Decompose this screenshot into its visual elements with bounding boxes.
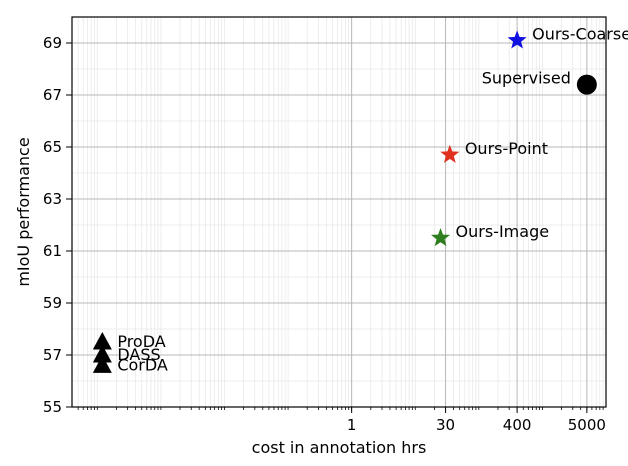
x-tick-label: 400 (503, 416, 532, 434)
minor-grid (72, 17, 606, 407)
supervised-label: Supervised (482, 69, 571, 88)
data-points: Ours-Coarse Supervised Ours-Point Ours-Imag… (92, 24, 628, 374)
x-tick-label: 1 (347, 416, 357, 434)
proda-marker (92, 332, 112, 350)
axis-ticks: 1 30 400 5000 55 57 59 61 63 65 67 69 (43, 34, 606, 434)
supervised-marker (576, 74, 597, 95)
y-tick-label: 65 (43, 138, 62, 156)
dass-label: DASS (117, 345, 160, 364)
corda-marker (92, 355, 112, 373)
proda-label: ProDA (117, 332, 165, 351)
y-tick-label: 61 (43, 242, 62, 260)
y-tick-label: 63 (43, 190, 62, 208)
y-axis-label: mIoU performance (14, 137, 33, 286)
ours-point-marker (440, 144, 460, 163)
y-tick-label: 55 (43, 398, 62, 416)
ours-image-marker (431, 228, 451, 247)
x-tick-label: 30 (436, 416, 455, 434)
ours-image-label: Ours-Image (456, 222, 550, 241)
plot-frame (71, 16, 607, 408)
dass-marker (92, 345, 112, 363)
ours-coarse-marker (507, 30, 527, 49)
ours-coarse-label: Ours-Coarse (532, 24, 628, 43)
corda-label: CorDA (117, 355, 168, 374)
x-tick-label: 5000 (568, 416, 606, 434)
y-tick-label: 69 (43, 34, 62, 52)
ours-point-label: Ours-Point (465, 139, 548, 158)
y-tick-label: 67 (43, 86, 62, 104)
y-tick-label: 57 (43, 346, 62, 364)
x-axis-label: cost in annotation hrs (252, 438, 427, 457)
y-tick-label: 59 (43, 294, 62, 312)
